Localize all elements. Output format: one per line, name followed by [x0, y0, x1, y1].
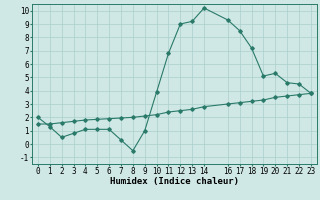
X-axis label: Humidex (Indice chaleur): Humidex (Indice chaleur) [110, 177, 239, 186]
